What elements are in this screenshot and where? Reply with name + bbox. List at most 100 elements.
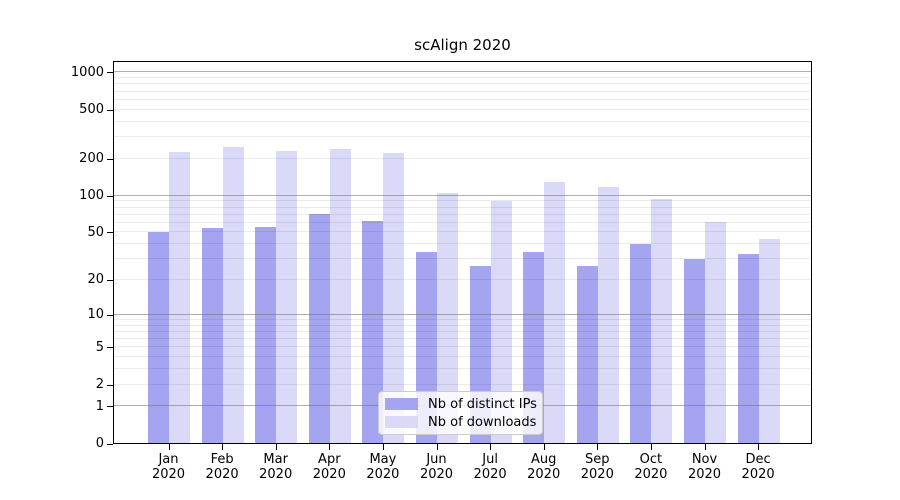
bar-distinct-ips-dec-2020: [737, 253, 759, 443]
x-tick-may-2020: [382, 444, 384, 450]
gridline-30: [114, 258, 811, 260]
gridline-70: [114, 213, 811, 215]
y-tick-20: [107, 279, 113, 281]
x-tick-aug-2020: [543, 444, 545, 450]
y-axis-label-0: 0: [95, 436, 104, 451]
bar-downloads-oct-2020: [651, 199, 673, 443]
gridline-90: [114, 200, 811, 202]
y-axis-label-5: 5: [95, 339, 104, 355]
gridline-5: [114, 346, 811, 348]
gridline-600: [114, 98, 811, 100]
x-tick-feb-2020: [222, 444, 224, 450]
y-axis-label-20: 20: [87, 272, 104, 288]
gridline-50: [114, 231, 811, 233]
gridline-900: [114, 77, 811, 79]
x-axis-label-oct-2020: Oct 2020: [634, 452, 668, 482]
legend-label-downloads: Nb of downloads: [428, 414, 537, 430]
bar-downloads-aug-2020: [544, 182, 566, 443]
bar-downloads-sep-2020: [597, 186, 619, 443]
gridline-300: [114, 136, 811, 138]
bar-distinct-ips-oct-2020: [630, 243, 652, 443]
x-tick-jul-2020: [490, 444, 492, 450]
bar-distinct-ips-nov-2020: [684, 258, 705, 443]
gridline-20: [114, 279, 811, 280]
x-tick-jan-2020: [168, 444, 170, 450]
legend-item-downloads: Nb of downloads: [385, 415, 536, 430]
y-axis-label-10: 10: [87, 307, 104, 323]
y-axis-label-1000: 1000: [70, 64, 104, 80]
x-tick-oct-2020: [650, 444, 652, 450]
legend: Nb of distinct IPs Nb of downloads: [378, 391, 543, 435]
y-axis-label-200: 200: [79, 151, 104, 167]
y-axis-label-500: 500: [79, 102, 104, 118]
y-axis-label-1: 1: [95, 398, 104, 414]
x-axis-label-aug-2020: Aug 2020: [527, 452, 561, 482]
x-tick-mar-2020: [275, 444, 277, 450]
bar-downloads-jan-2020: [169, 151, 190, 443]
x-tick-jun-2020: [436, 444, 438, 450]
x-axis-label-nov-2020: Nov 2020: [687, 452, 722, 482]
bar-downloads-jun-2020: [437, 192, 458, 443]
gridline-800: [114, 83, 811, 85]
gridline-80: [114, 206, 811, 208]
x-axis-label-jul-2020: Jul 2020: [473, 452, 507, 482]
x-axis-label-feb-2020: Feb 2020: [205, 452, 239, 482]
bar-downloads-dec-2020: [758, 238, 780, 443]
chart-title: scAlign 2020: [414, 36, 511, 54]
gridline-6: [114, 338, 811, 339]
y-tick-10: [107, 314, 113, 316]
y-tick-100: [107, 195, 113, 197]
x-tick-apr-2020: [329, 444, 331, 450]
bar-distinct-ips-may-2020: [362, 220, 384, 443]
y-axis-label-2: 2: [95, 377, 104, 392]
bar-downloads-apr-2020: [329, 149, 351, 443]
bar-downloads-nov-2020: [705, 222, 726, 443]
gridline-9: [114, 318, 811, 320]
x-tick-sep-2020: [597, 444, 599, 450]
gridline-400: [114, 120, 811, 122]
gridline-3: [114, 368, 811, 370]
bar-distinct-ips-jan-2020: [148, 231, 169, 443]
y-tick-5: [107, 347, 113, 349]
y-axis-label-50: 50: [87, 224, 104, 240]
y-tick-200: [107, 158, 113, 160]
y-tick-50: [107, 232, 113, 234]
legend-swatch-downloads-icon: [385, 416, 418, 428]
gridline-200: [114, 157, 811, 159]
gridline-60: [114, 221, 811, 223]
y-tick-1000: [107, 72, 113, 74]
gridline-2: [114, 383, 811, 385]
gridline-8: [114, 324, 811, 326]
bar-distinct-ips-sep-2020: [576, 266, 598, 443]
x-tick-dec-2020: [758, 444, 760, 450]
x-axis-label-may-2020: May 2020: [366, 452, 400, 482]
bar-distinct-ips-feb-2020: [201, 227, 223, 443]
gridline-10: [114, 313, 811, 315]
plot-area: [113, 61, 812, 444]
gridline-100: [114, 194, 811, 196]
y-axis-label-100: 100: [79, 188, 104, 204]
bar-downloads-feb-2020: [222, 146, 244, 443]
x-axis-label-apr-2020: Apr 2020: [312, 452, 346, 482]
gridline-500: [114, 108, 811, 110]
bar-downloads-jul-2020: [490, 201, 512, 443]
gridline-4: [114, 356, 811, 358]
gridline-700: [114, 90, 811, 92]
bar-downloads-mar-2020: [276, 150, 298, 443]
x-axis-label-sep-2020: Sep 2020: [580, 452, 614, 482]
bar-distinct-ips-mar-2020: [255, 226, 277, 443]
x-axis-label-dec-2020: Dec 2020: [741, 452, 775, 482]
y-tick-1: [107, 406, 113, 408]
y-tick-500: [107, 109, 113, 111]
bar-distinct-ips-apr-2020: [308, 214, 330, 443]
gridline-7: [114, 330, 811, 332]
x-axis-label-jun-2020: Jun 2020: [419, 452, 454, 482]
bar-downloads-may-2020: [383, 153, 405, 443]
legend-label-distinct-ips: Nb of distinct IPs: [428, 396, 537, 412]
legend-item-distinct-ips: Nb of distinct IPs: [385, 396, 537, 412]
gridline-40: [114, 243, 811, 245]
y-tick-0: [107, 443, 113, 445]
x-tick-nov-2020: [704, 444, 706, 450]
gridline-1000: [114, 71, 811, 73]
